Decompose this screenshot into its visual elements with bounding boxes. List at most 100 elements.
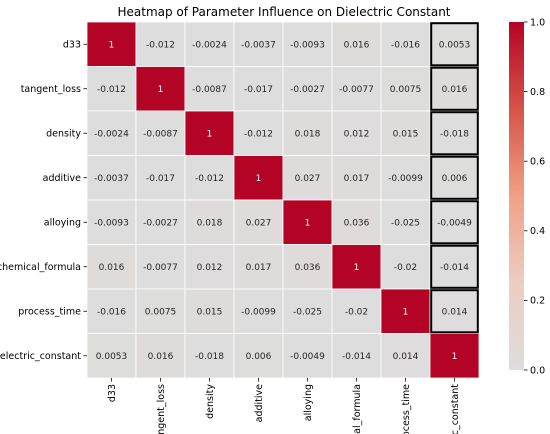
heatmap-cell-6-5: [331, 288, 382, 334]
column-label: al_formula: [352, 384, 363, 434]
cell-value-label: -0.0037: [241, 40, 276, 50]
row-label: dielectric_constant: [0, 351, 81, 362]
row-label: alloying: [44, 218, 81, 229]
column-label: ocess_time: [401, 384, 412, 434]
highlight-box: [430, 111, 479, 156]
row-label: chemical_formula: [0, 262, 81, 273]
cell-value-label: -0.0087: [143, 129, 178, 139]
cell-value-label: -0.0099: [388, 174, 423, 184]
cell-value-label: -0.02: [345, 307, 368, 317]
row-label: process_time: [18, 307, 81, 318]
highlight-box: [430, 244, 479, 289]
cell-value-label: 0.017: [344, 174, 370, 184]
cell-value-label: -0.016: [97, 307, 126, 317]
colorbar-tick-label: 0.2: [530, 296, 545, 307]
cell-value-label: -0.025: [391, 218, 420, 228]
heatmap-cell-5-4: [282, 244, 333, 290]
cell-value-label: -0.0093: [290, 40, 325, 50]
heatmap-cell-4-7: [429, 199, 480, 245]
column-label: additive: [254, 384, 265, 423]
heatmap-cell-1-3: [233, 66, 284, 112]
heatmap-cell-2-3: [233, 110, 284, 156]
heatmap-cell-3-0: [86, 155, 137, 201]
cell-value-label: -0.017: [244, 85, 273, 95]
colorbar-tick-label: 0.8: [530, 87, 545, 98]
row-label: density: [46, 129, 81, 140]
colorbar-tick-label: 0.6: [530, 157, 545, 168]
heatmap-cell-0-0: [86, 21, 137, 67]
cell-value-label: -0.014: [440, 263, 469, 273]
chart-title: Heatmap of Parameter Influence on Dielec…: [117, 5, 450, 19]
heatmap-cell-3-2: [184, 155, 235, 201]
column-label: density: [205, 384, 216, 419]
cell-value-label: 0.014: [393, 352, 419, 362]
cell-value-label: -0.018: [195, 352, 224, 362]
cell-value-label: 0.015: [393, 129, 419, 139]
heatmap-cell-2-7: [429, 110, 480, 156]
cell-value-label: 0.0075: [390, 85, 422, 95]
cell-value-label: 0.027: [295, 174, 321, 184]
cell-value-label: 0.015: [197, 307, 223, 317]
cell-value-label: -0.0049: [290, 352, 325, 362]
heatmap-cell-3-4: [282, 155, 333, 201]
cell-value-label: -0.012: [244, 129, 273, 139]
heatmap-cell-2-1: [135, 110, 186, 156]
colorbar-tick-label: 1.0: [530, 17, 545, 28]
cell-value-label: 1: [354, 263, 360, 273]
cell-value-label: -0.0027: [143, 218, 178, 228]
column-label: ngent_loss: [156, 384, 167, 434]
column-label: c_constant: [450, 384, 461, 434]
cell-value-label: 0.016: [442, 85, 468, 95]
cell-value-label: 0.036: [295, 263, 321, 273]
cell-value-label: 0.012: [344, 129, 370, 139]
colorbar: 0.0 0.2 0.4 0.6 0.8 1.0: [509, 17, 545, 376]
cell-value-label: 0.0053: [439, 40, 471, 50]
heatmap-cell-4-6: [380, 199, 431, 245]
cell-value-label: 1: [256, 174, 262, 184]
heatmap-cells: 1 -0.012 -0.0024 -0.0037 -0.0093 0.016 -0.016 0…: [86, 21, 480, 379]
cell-value-label: 0.027: [246, 218, 272, 228]
cell-value-label: 0.016: [344, 40, 370, 50]
heatmap-cell-2-4: [282, 110, 333, 156]
cell-value-label: 0.017: [246, 263, 272, 273]
heatmap-cell-6-7: [429, 288, 480, 334]
heatmap-cell-6-2: [184, 288, 235, 334]
cell-value-label: -0.0037: [94, 174, 129, 184]
heatmap-cell-0-5: [331, 21, 382, 67]
heatmap-cell-5-5: [331, 244, 382, 290]
highlight-box: [430, 66, 479, 111]
cell-value-label: 0.0053: [96, 352, 128, 362]
heatmap-cell-7-7: [429, 333, 480, 379]
cell-value-label: 0.018: [197, 218, 223, 228]
cell-value-label: -0.012: [195, 174, 224, 184]
cell-value-label: 0.006: [246, 352, 272, 362]
colorbar-gradient: [509, 22, 524, 370]
cell-value-label: -0.016: [391, 40, 420, 50]
cell-value-label: 1: [207, 129, 213, 139]
heatmap-cell-4-3: [233, 199, 284, 245]
cell-value-label: -0.0024: [192, 40, 227, 50]
heatmap-cell-1-5: [331, 66, 382, 112]
highlight-box: [430, 289, 479, 334]
heatmap-cell-5-1: [135, 244, 186, 290]
cell-value-label: -0.02: [394, 263, 417, 273]
row-label: d33: [63, 40, 81, 51]
heatmap-cell-0-7: [429, 21, 480, 67]
highlight-box: [430, 200, 479, 245]
row-label: additive: [43, 173, 82, 184]
cell-value-label: -0.0049: [437, 218, 472, 228]
cell-value-label: -0.0027: [290, 85, 325, 95]
cell-value-label: 0.0075: [145, 307, 177, 317]
heatmap-cell-3-6: [380, 155, 431, 201]
cell-value-label: -0.014: [342, 352, 371, 362]
heatmap-cell-7-2: [184, 333, 235, 379]
highlight-box: [430, 155, 479, 200]
heatmap-cell-2-5: [331, 110, 382, 156]
cell-value-label: 1: [452, 352, 458, 362]
heatmap-cell-6-0: [86, 288, 137, 334]
heatmap-cell-2-2: [184, 110, 235, 156]
heatmap-cell-3-3: [233, 155, 284, 201]
cell-value-label: 0.036: [344, 218, 370, 228]
cell-value-label: -0.025: [293, 307, 322, 317]
